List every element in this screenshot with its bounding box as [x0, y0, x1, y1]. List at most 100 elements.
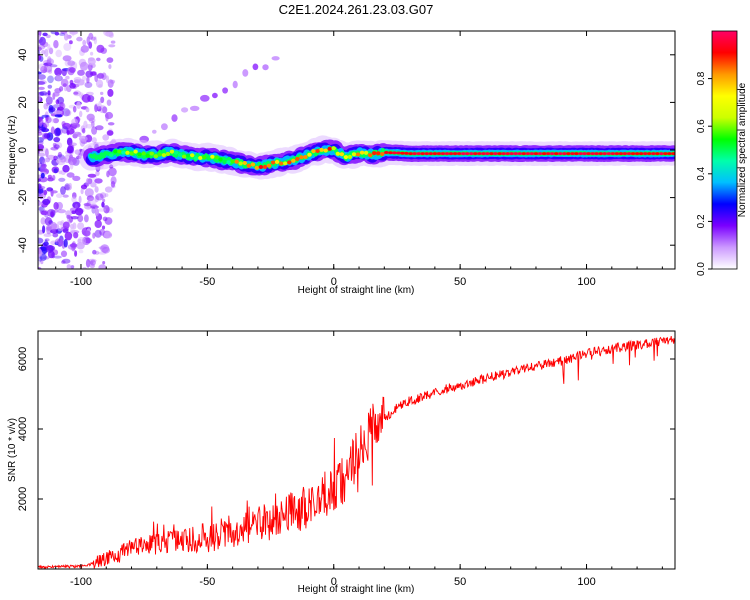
band-core-cell	[461, 152, 466, 156]
noise-blob	[41, 49, 46, 55]
band-core-cell	[610, 152, 615, 156]
noise-blob	[40, 65, 48, 74]
echo-blob	[252, 63, 259, 71]
noise-blob	[51, 118, 55, 123]
colorbar-tick-label: 0.4	[696, 166, 707, 180]
noise-blob	[103, 231, 113, 239]
noise-blob	[96, 106, 102, 112]
noise-blob	[110, 40, 116, 44]
noise-blob	[61, 258, 71, 264]
band-core-cell	[145, 153, 150, 158]
noise-blob	[64, 231, 73, 241]
noise-blob	[44, 214, 49, 218]
noise-blob	[62, 129, 67, 134]
noise-blob	[39, 91, 48, 96]
noise-blob	[94, 186, 99, 193]
colorbar-gradient	[711, 30, 738, 270]
band-core-cell	[359, 150, 365, 155]
noise-blob	[85, 70, 93, 78]
band-core-cell	[133, 149, 138, 154]
noise-blob	[73, 77, 82, 82]
noise-blob	[38, 137, 44, 143]
x-tick-label: 100	[577, 276, 595, 288]
noise-blob	[54, 114, 63, 118]
echo-blob	[262, 64, 269, 71]
noise-blob	[61, 260, 66, 264]
noise-blob	[77, 236, 87, 246]
band-core-cell	[262, 164, 268, 169]
noise-blob	[38, 115, 41, 125]
noise-blob	[43, 189, 48, 196]
y-tick-label: 6000	[17, 347, 29, 371]
noise-blob	[106, 130, 114, 136]
noise-blob	[47, 44, 51, 51]
band-core-cell	[246, 163, 251, 168]
band-core-cell	[562, 152, 567, 156]
band-core-cell	[444, 152, 450, 156]
noise-blob	[103, 31, 112, 37]
noise-blob	[82, 39, 87, 47]
noise-blob	[100, 96, 105, 104]
spectrogram-panel: -100 -50 0 50 100 -40 -20 0 20 40 Height of stra…	[7, 30, 676, 296]
band-core-cell	[485, 152, 490, 156]
noise-blob	[57, 221, 63, 226]
noise-blob	[56, 193, 63, 199]
noise-blob	[66, 264, 72, 269]
noise-blob	[38, 34, 41, 41]
snr-y-ticks: 2000 4000 6000	[17, 347, 675, 511]
noise-blob	[50, 190, 58, 194]
noise-blob	[40, 259, 44, 265]
noise-blob	[83, 237, 93, 244]
noise-blob	[73, 91, 79, 95]
noise-blob	[69, 82, 76, 89]
noise-blob	[94, 195, 100, 203]
noise-blob	[44, 217, 53, 226]
band-core-cell	[222, 160, 227, 164]
x-tick-label: -50	[199, 276, 215, 288]
band-core-cell	[226, 160, 231, 165]
noise-blob	[50, 221, 57, 231]
colorbar-tick-label: 0.0	[696, 262, 707, 276]
noise-blob	[62, 228, 69, 234]
noise-blob	[74, 250, 78, 257]
noise-blob	[82, 266, 87, 269]
band-core-cell	[202, 155, 207, 160]
band-core-cell	[291, 158, 296, 163]
noise-blob	[38, 127, 41, 132]
echo-blob	[161, 123, 168, 131]
noise-blob	[53, 40, 59, 49]
noise-blob	[108, 64, 112, 70]
noise-blob	[46, 58, 54, 66]
band-core-cell	[537, 152, 543, 156]
noise-blob	[61, 68, 67, 77]
band-core-cell	[521, 152, 526, 156]
band-core-cell	[279, 161, 284, 166]
noise-blob	[107, 88, 114, 97]
band-core-cell	[643, 152, 648, 156]
noise-blob	[91, 71, 97, 76]
spectrogram-y-label: Frequency (Hz)	[7, 116, 18, 185]
noise-blob	[46, 209, 56, 217]
band-core-cell	[283, 161, 288, 166]
noise-blob	[97, 208, 107, 212]
colorbar-tick-label: 0.2	[696, 214, 707, 228]
noise-blob	[106, 99, 112, 106]
noise-blob	[38, 247, 42, 255]
noise-blob	[69, 31, 78, 35]
band-core-cell	[428, 152, 433, 156]
noise-blob	[108, 44, 116, 48]
band-core-cell	[177, 153, 183, 157]
noise-blob	[42, 198, 51, 206]
noise-blob	[58, 177, 66, 182]
band-core-cell	[270, 160, 276, 165]
noise-blob	[53, 110, 63, 115]
noise-blob	[52, 174, 56, 181]
noise-blob	[52, 232, 59, 238]
band-core-cell	[372, 151, 377, 156]
noise-blob	[43, 62, 53, 67]
noise-blob	[104, 217, 113, 225]
noise-blob	[84, 188, 94, 198]
band-core-cell	[376, 151, 381, 156]
noise-blob	[80, 188, 84, 195]
band-core-cell	[206, 156, 211, 161]
